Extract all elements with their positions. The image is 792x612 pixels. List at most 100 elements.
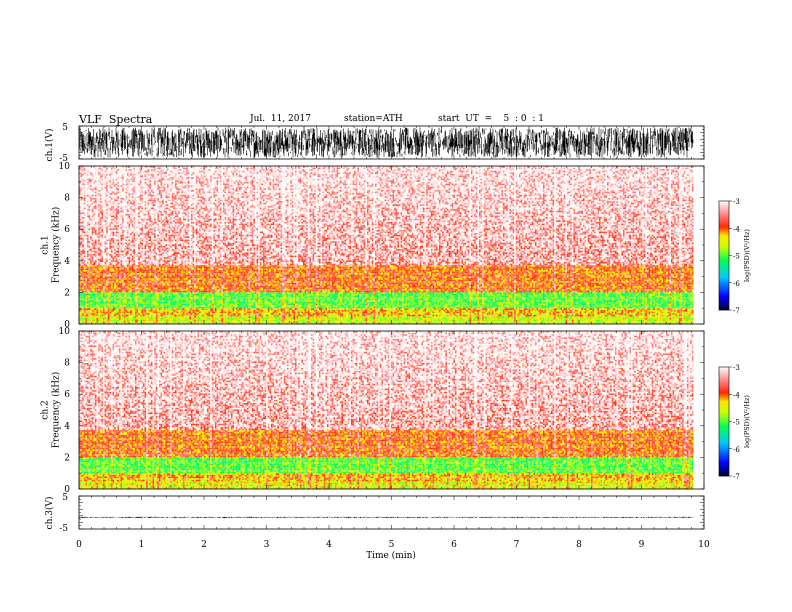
- s1-cell: [105, 235, 107, 237]
- s1-cell: [103, 193, 105, 195]
- s1-cell: [84, 200, 86, 202]
- s1-cell: [97, 308, 99, 310]
- s1-cell: [84, 244, 86, 246]
- s1-cell: [95, 177, 97, 179]
- s1-cell: [89, 214, 91, 216]
- s1-cell: [105, 294, 107, 296]
- s1-cell: [100, 169, 102, 171]
- s1-cell: [89, 224, 91, 226]
- s1-cell: [95, 278, 97, 280]
- s1-cell: [98, 214, 100, 216]
- s1-cell: [81, 235, 83, 237]
- s1-cell: [87, 270, 89, 272]
- s1-cell: [81, 273, 83, 275]
- s1-cell: [101, 206, 103, 208]
- s1-cell: [81, 225, 83, 227]
- s1-cell: [81, 313, 83, 315]
- s1-cell: [84, 206, 86, 208]
- s1-cell: [81, 193, 83, 195]
- s1-cell: [90, 272, 92, 274]
- s1-cell: [90, 300, 92, 302]
- s1-cell: [87, 252, 89, 254]
- s1-cell: [98, 172, 100, 174]
- s1-cell: [97, 280, 99, 282]
- s1-cell: [93, 315, 95, 317]
- s1-cell: [82, 296, 84, 298]
- s1-cell: [84, 265, 86, 267]
- s1-cell: [95, 203, 97, 205]
- s1-cell: [103, 260, 105, 262]
- s1-cell: [92, 177, 94, 179]
- s1-cell: [84, 230, 86, 232]
- s1-cell: [105, 281, 107, 283]
- s1-cell: [92, 316, 94, 318]
- s1-cell: [105, 169, 107, 171]
- s1-cell: [98, 270, 100, 272]
- s1-cell: [87, 280, 89, 282]
- s1-cell: [82, 222, 84, 224]
- s1-cell: [93, 220, 95, 222]
- s1-cell: [82, 214, 84, 216]
- s1-cell: [90, 283, 92, 285]
- s1-cell: [98, 219, 100, 221]
- s1-cell: [85, 280, 87, 282]
- s1-cell: [93, 270, 95, 272]
- s1-cell: [87, 246, 89, 248]
- s1-cell: [101, 200, 103, 202]
- s1-cell: [105, 228, 107, 230]
- s1-cell: [93, 232, 95, 234]
- s1-cell: [101, 315, 103, 317]
- s1-cell: [98, 292, 100, 294]
- s1-cell: [101, 180, 103, 182]
- s1-cell: [89, 185, 91, 187]
- s1-cell: [81, 246, 83, 248]
- s1-cell: [82, 286, 84, 288]
- s1-cell: [89, 308, 91, 310]
- s1-cell: [89, 286, 91, 288]
- s1-cell: [81, 305, 83, 307]
- s1-cell: [82, 304, 84, 306]
- s1-cell: [84, 185, 86, 187]
- s1-cell: [100, 265, 102, 267]
- s1-cell: [105, 172, 107, 174]
- s1-cell: [95, 236, 97, 238]
- s1-cell: [81, 238, 83, 240]
- s1-cell: [84, 316, 86, 318]
- s1-cell: [84, 214, 86, 216]
- s1-cell: [93, 252, 95, 254]
- s1-cell: [81, 289, 83, 291]
- s1-cell: [90, 249, 92, 251]
- s1-cell: [103, 233, 105, 235]
- s1-cell: [98, 291, 100, 293]
- s1-cell: [82, 297, 84, 299]
- s1-cell: [97, 171, 99, 173]
- s1-cell: [103, 264, 105, 266]
- s1-cell: [85, 310, 87, 312]
- s1-cell: [98, 236, 100, 238]
- s1-cell: [90, 262, 92, 264]
- s1-cell: [89, 180, 91, 182]
- s1-cell: [87, 182, 89, 184]
- s1-cell: [84, 188, 86, 190]
- s1-cell: [101, 201, 103, 203]
- s1-cell: [90, 219, 92, 221]
- s1-cell: [82, 278, 84, 280]
- s1-cell: [98, 222, 100, 224]
- s1-cell: [93, 313, 95, 315]
- s1-cell: [98, 230, 100, 232]
- s1-cell: [101, 294, 103, 296]
- s1-cell: [97, 190, 99, 192]
- s1-cell: [87, 214, 89, 216]
- s1-cell: [97, 225, 99, 227]
- s1-cell: [97, 299, 99, 301]
- s1-cell: [100, 297, 102, 299]
- s1-cell: [97, 275, 99, 277]
- ch1-trace: [80, 127, 694, 157]
- s1-cell: [105, 320, 107, 322]
- s1-cell: [97, 203, 99, 205]
- s1-cell: [89, 193, 91, 195]
- s1-cell: [84, 192, 86, 194]
- s1-cell: [92, 304, 94, 306]
- s1-cell: [98, 260, 100, 262]
- s1-cell: [101, 168, 103, 170]
